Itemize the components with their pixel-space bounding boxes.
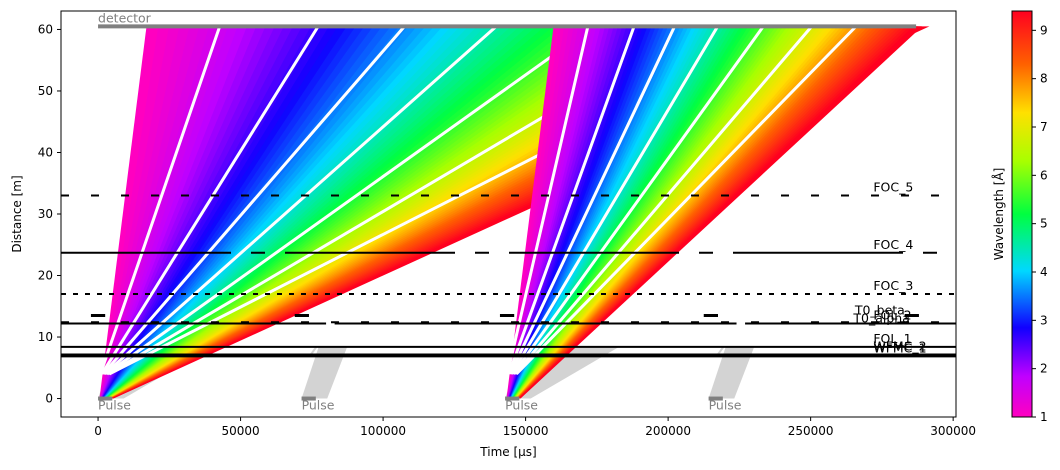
subframe-gap: [511, 25, 765, 375]
chopper-label-FOL_1: FOL_1: [873, 331, 911, 346]
pulse-label-1: Pulse: [302, 398, 335, 413]
blocked-neutrons-1: [301, 346, 348, 399]
x-tick-label: 100000: [360, 424, 406, 438]
colorbar-tick-label: 9: [1040, 23, 1048, 37]
colorbar: [1011, 10, 1033, 418]
blocked-neutrons-3: [708, 346, 755, 399]
colorbar-tick-label: 6: [1040, 168, 1048, 182]
colorbar-tick-label: 2: [1040, 362, 1048, 376]
colorbar-tick-label: 8: [1040, 72, 1048, 86]
x-tick-label: 300000: [930, 424, 976, 438]
chopper-label-FOC_3: FOC_3: [873, 278, 913, 293]
chopper-label-FOC_5: FOC_5: [873, 180, 913, 195]
subframe-gap: [507, 25, 636, 375]
x-axis-title: Time [µs]: [479, 445, 536, 459]
y-tick-label: 60: [38, 22, 53, 36]
colorbar-tick-label: 5: [1040, 217, 1048, 231]
x-tick-label: 200000: [645, 424, 691, 438]
chopper-label-T0_beta: T0_beta: [854, 303, 905, 318]
colorbar-tick-label: 1: [1040, 410, 1048, 424]
neutron-ray: [518, 26, 923, 399]
subframe-gap: [103, 25, 498, 376]
x-tick-label: 150000: [503, 424, 549, 438]
subframe-gap: [99, 25, 222, 375]
pulse-label-2: Pulse: [505, 398, 538, 413]
subframe-gap: [100, 25, 320, 375]
colorbar-tick-label: 3: [1040, 313, 1048, 327]
pulse-label-0: Pulse: [98, 398, 131, 413]
detector-label: detector: [98, 10, 152, 25]
y-tick-label: 10: [38, 330, 53, 344]
y-tick-label: 50: [38, 84, 53, 98]
subframe-gap: [506, 26, 590, 375]
y-axis-title: Distance [m]: [10, 175, 24, 252]
chopper-label-FOL_2: FOL_2: [873, 307, 911, 322]
colorbar-tick-label: 7: [1040, 120, 1048, 134]
neutron-fan-2: [506, 25, 923, 399]
y-tick-label: 40: [38, 145, 53, 159]
chopper-label-WFMC_2: WFMC_2: [873, 339, 926, 354]
colorbar-tick-label: 4: [1040, 265, 1048, 279]
subframe-gap: [102, 25, 406, 375]
subframe-gap: [508, 25, 676, 375]
x-tick-label: 0: [94, 424, 102, 438]
colorbar-title: Wavelength [Å]: [991, 168, 1006, 261]
chopper-label-FOC_4: FOC_4: [873, 237, 913, 252]
chopper-label-WFMC_1: WFMC_1: [873, 340, 926, 355]
y-tick-label: 0: [45, 392, 53, 406]
x-tick-label: 50000: [221, 424, 259, 438]
y-tick-label: 20: [38, 269, 53, 283]
y-tick-label: 30: [38, 207, 53, 221]
subframe-gap: [105, 25, 595, 376]
subframe-gap: [510, 25, 719, 375]
subframe-gap: [515, 25, 858, 375]
subframe-gap: [513, 25, 813, 375]
x-tick-label: 250000: [788, 424, 834, 438]
chopper-label-T0_alpha: T0_alpha: [852, 310, 910, 325]
pulse-label-3: Pulse: [709, 398, 742, 413]
